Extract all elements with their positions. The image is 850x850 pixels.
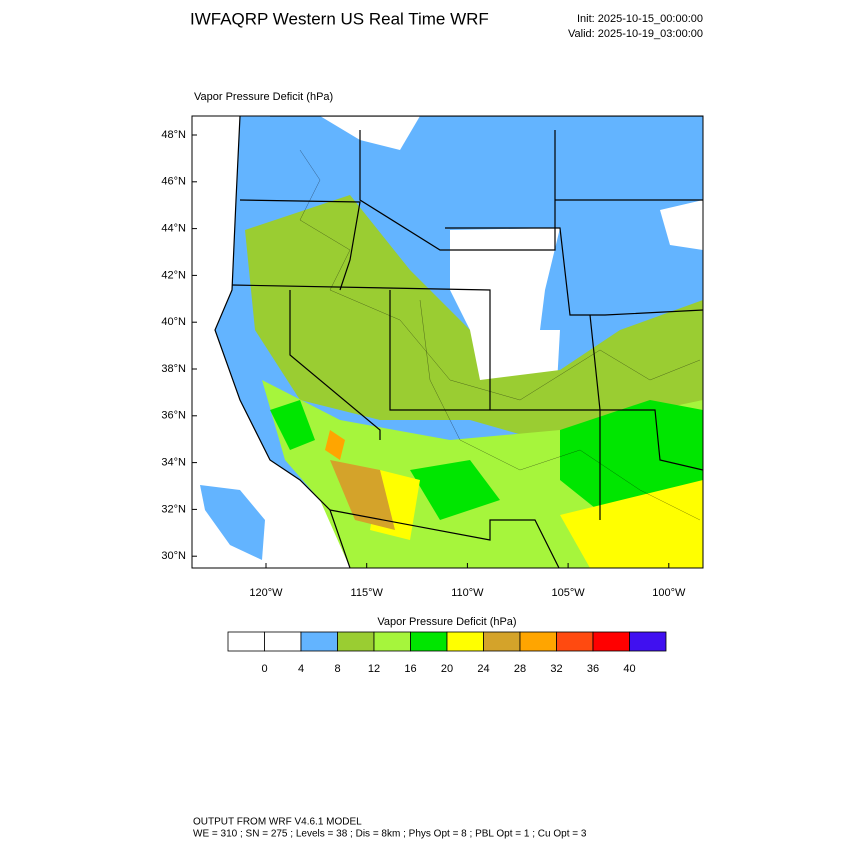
colorbar-box xyxy=(264,631,302,652)
colorbar-box xyxy=(300,631,338,652)
colorbar-label: 8 xyxy=(334,663,340,675)
lon-label: 115°W xyxy=(351,587,384,599)
lat-label: 40°N xyxy=(161,316,186,328)
lat-label: 48°N xyxy=(161,129,186,141)
lat-label: 32°N xyxy=(161,503,186,515)
colorbar-label: 28 xyxy=(514,663,526,675)
lat-label: 42°N xyxy=(161,269,186,281)
colorbar-label: 36 xyxy=(587,663,599,675)
colorbar: 0 4 8 12 16 20 24 28 32 36 40 xyxy=(227,631,667,675)
title: IWFAQRP Western US Real Time WRF xyxy=(190,9,489,28)
colorbar-box xyxy=(446,631,484,652)
colorbar-label: 16 xyxy=(404,663,416,675)
colorbar-box xyxy=(373,631,411,652)
map-label: Vapor Pressure Deficit (hPa) xyxy=(194,91,333,103)
colorbar-box xyxy=(629,631,667,652)
lat-label: 44°N xyxy=(161,223,186,235)
colorbar-box xyxy=(410,631,448,652)
init-time: Init: 2025-10-15_00:00:00 xyxy=(577,13,703,25)
colorbar-label: 4 xyxy=(298,663,304,675)
lat-label: 30°N xyxy=(161,550,186,562)
lat-label: 38°N xyxy=(161,363,186,375)
colorbar-box xyxy=(592,631,630,652)
footer-line: OUTPUT FROM WRF V4.6.1 MODEL xyxy=(193,817,362,828)
colorbar-label: 0 xyxy=(261,663,267,675)
colorbar-box xyxy=(337,631,375,652)
lon-label: 120°W xyxy=(249,587,283,599)
colorbar-label: 40 xyxy=(623,663,635,675)
lon-label: 105°W xyxy=(552,587,586,599)
colorbar-box xyxy=(483,631,521,652)
lat-label: 36°N xyxy=(161,410,186,422)
footer-line: WE = 310 ; SN = 275 ; Levels = 38 ; Dis … xyxy=(193,829,587,840)
colorbar-label: 24 xyxy=(477,663,489,675)
colorbar-box xyxy=(519,631,557,652)
colorbar-title: Vapor Pressure Deficit (hPa) xyxy=(377,616,516,628)
valid-time: Valid: 2025-10-19_03:00:00 xyxy=(568,28,703,40)
colorbar-box xyxy=(556,631,594,652)
colorbar-box xyxy=(227,631,265,652)
map xyxy=(191,115,704,569)
lon-label: 110°W xyxy=(451,587,484,599)
lat-label: 34°N xyxy=(161,457,186,469)
lat-label: 46°N xyxy=(161,176,186,188)
colorbar-label: 12 xyxy=(368,663,380,675)
lon-label: 100°W xyxy=(652,587,686,599)
colorbar-label: 20 xyxy=(441,663,453,675)
colorbar-label: 32 xyxy=(550,663,562,675)
